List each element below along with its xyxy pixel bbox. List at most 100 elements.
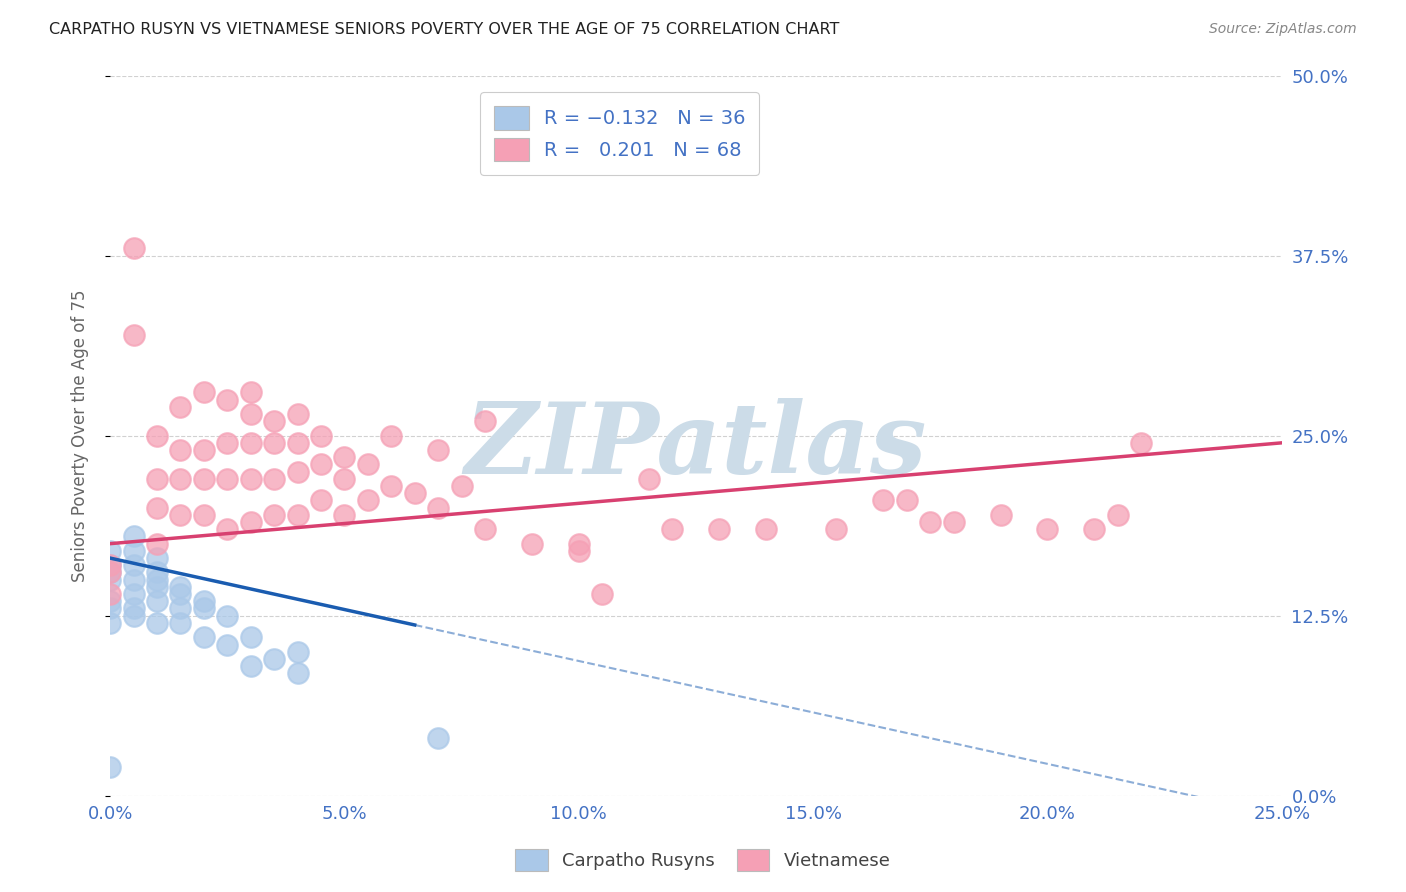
Point — [520, 537, 543, 551]
Point — [122, 558, 145, 573]
Point — [333, 450, 356, 465]
Point — [169, 580, 191, 594]
Point — [239, 515, 262, 529]
Point — [98, 566, 121, 580]
Point — [146, 594, 169, 608]
Point — [309, 458, 332, 472]
Point — [98, 601, 121, 615]
Point — [1036, 522, 1059, 536]
Point — [193, 630, 215, 644]
Point — [357, 458, 380, 472]
Point — [217, 608, 239, 623]
Point — [98, 594, 121, 608]
Point — [98, 573, 121, 587]
Point — [1130, 435, 1153, 450]
Point — [146, 500, 169, 515]
Y-axis label: Seniors Poverty Over the Age of 75: Seniors Poverty Over the Age of 75 — [72, 289, 89, 582]
Point — [169, 615, 191, 630]
Point — [193, 594, 215, 608]
Point — [1107, 508, 1129, 522]
Point — [591, 587, 613, 601]
Point — [263, 652, 285, 666]
Point — [263, 472, 285, 486]
Point — [287, 407, 309, 421]
Point — [287, 465, 309, 479]
Point — [568, 537, 591, 551]
Point — [333, 472, 356, 486]
Point — [239, 407, 262, 421]
Point — [122, 601, 145, 615]
Point — [122, 241, 145, 255]
Point — [309, 428, 332, 442]
Point — [146, 472, 169, 486]
Point — [169, 587, 191, 601]
Point — [380, 428, 402, 442]
Point — [122, 327, 145, 342]
Point — [896, 493, 918, 508]
Point — [638, 472, 661, 486]
Text: ZIPatlas: ZIPatlas — [465, 398, 927, 495]
Point — [122, 608, 145, 623]
Point — [193, 472, 215, 486]
Point — [380, 479, 402, 493]
Point — [146, 566, 169, 580]
Point — [920, 515, 942, 529]
Point — [661, 522, 683, 536]
Point — [217, 638, 239, 652]
Point — [357, 493, 380, 508]
Point — [1083, 522, 1105, 536]
Point — [98, 587, 121, 601]
Point — [169, 472, 191, 486]
Point — [193, 508, 215, 522]
Point — [427, 731, 450, 746]
Text: Source: ZipAtlas.com: Source: ZipAtlas.com — [1209, 22, 1357, 37]
Point — [263, 414, 285, 428]
Point — [239, 435, 262, 450]
Point — [169, 443, 191, 458]
Legend: R = −0.132   N = 36, R =   0.201   N = 68: R = −0.132 N = 36, R = 0.201 N = 68 — [479, 93, 759, 175]
Text: CARPATHO RUSYN VS VIETNAMESE SENIORS POVERTY OVER THE AGE OF 75 CORRELATION CHAR: CARPATHO RUSYN VS VIETNAMESE SENIORS POV… — [49, 22, 839, 37]
Point — [942, 515, 965, 529]
Point — [287, 666, 309, 681]
Point — [169, 400, 191, 414]
Point — [239, 659, 262, 673]
Point — [404, 486, 426, 500]
Point — [872, 493, 894, 508]
Point — [474, 414, 496, 428]
Point — [146, 615, 169, 630]
Point — [333, 508, 356, 522]
Point — [287, 645, 309, 659]
Point — [98, 544, 121, 558]
Point — [193, 443, 215, 458]
Point — [239, 472, 262, 486]
Point — [193, 385, 215, 400]
Point — [217, 472, 239, 486]
Point — [146, 537, 169, 551]
Point — [146, 573, 169, 587]
Point — [146, 580, 169, 594]
Point — [474, 522, 496, 536]
Point — [709, 522, 731, 536]
Point — [287, 435, 309, 450]
Point — [825, 522, 848, 536]
Point — [427, 443, 450, 458]
Point — [217, 392, 239, 407]
Point — [263, 508, 285, 522]
Point — [146, 551, 169, 566]
Legend: Carpatho Rusyns, Vietnamese: Carpatho Rusyns, Vietnamese — [508, 842, 898, 879]
Point — [309, 493, 332, 508]
Point — [990, 508, 1012, 522]
Point — [122, 544, 145, 558]
Point — [98, 615, 121, 630]
Point — [98, 566, 121, 580]
Point — [122, 587, 145, 601]
Point — [755, 522, 778, 536]
Point — [98, 760, 121, 774]
Point — [122, 529, 145, 543]
Point — [217, 435, 239, 450]
Point — [239, 385, 262, 400]
Point — [217, 522, 239, 536]
Point — [450, 479, 472, 493]
Point — [122, 573, 145, 587]
Point — [287, 508, 309, 522]
